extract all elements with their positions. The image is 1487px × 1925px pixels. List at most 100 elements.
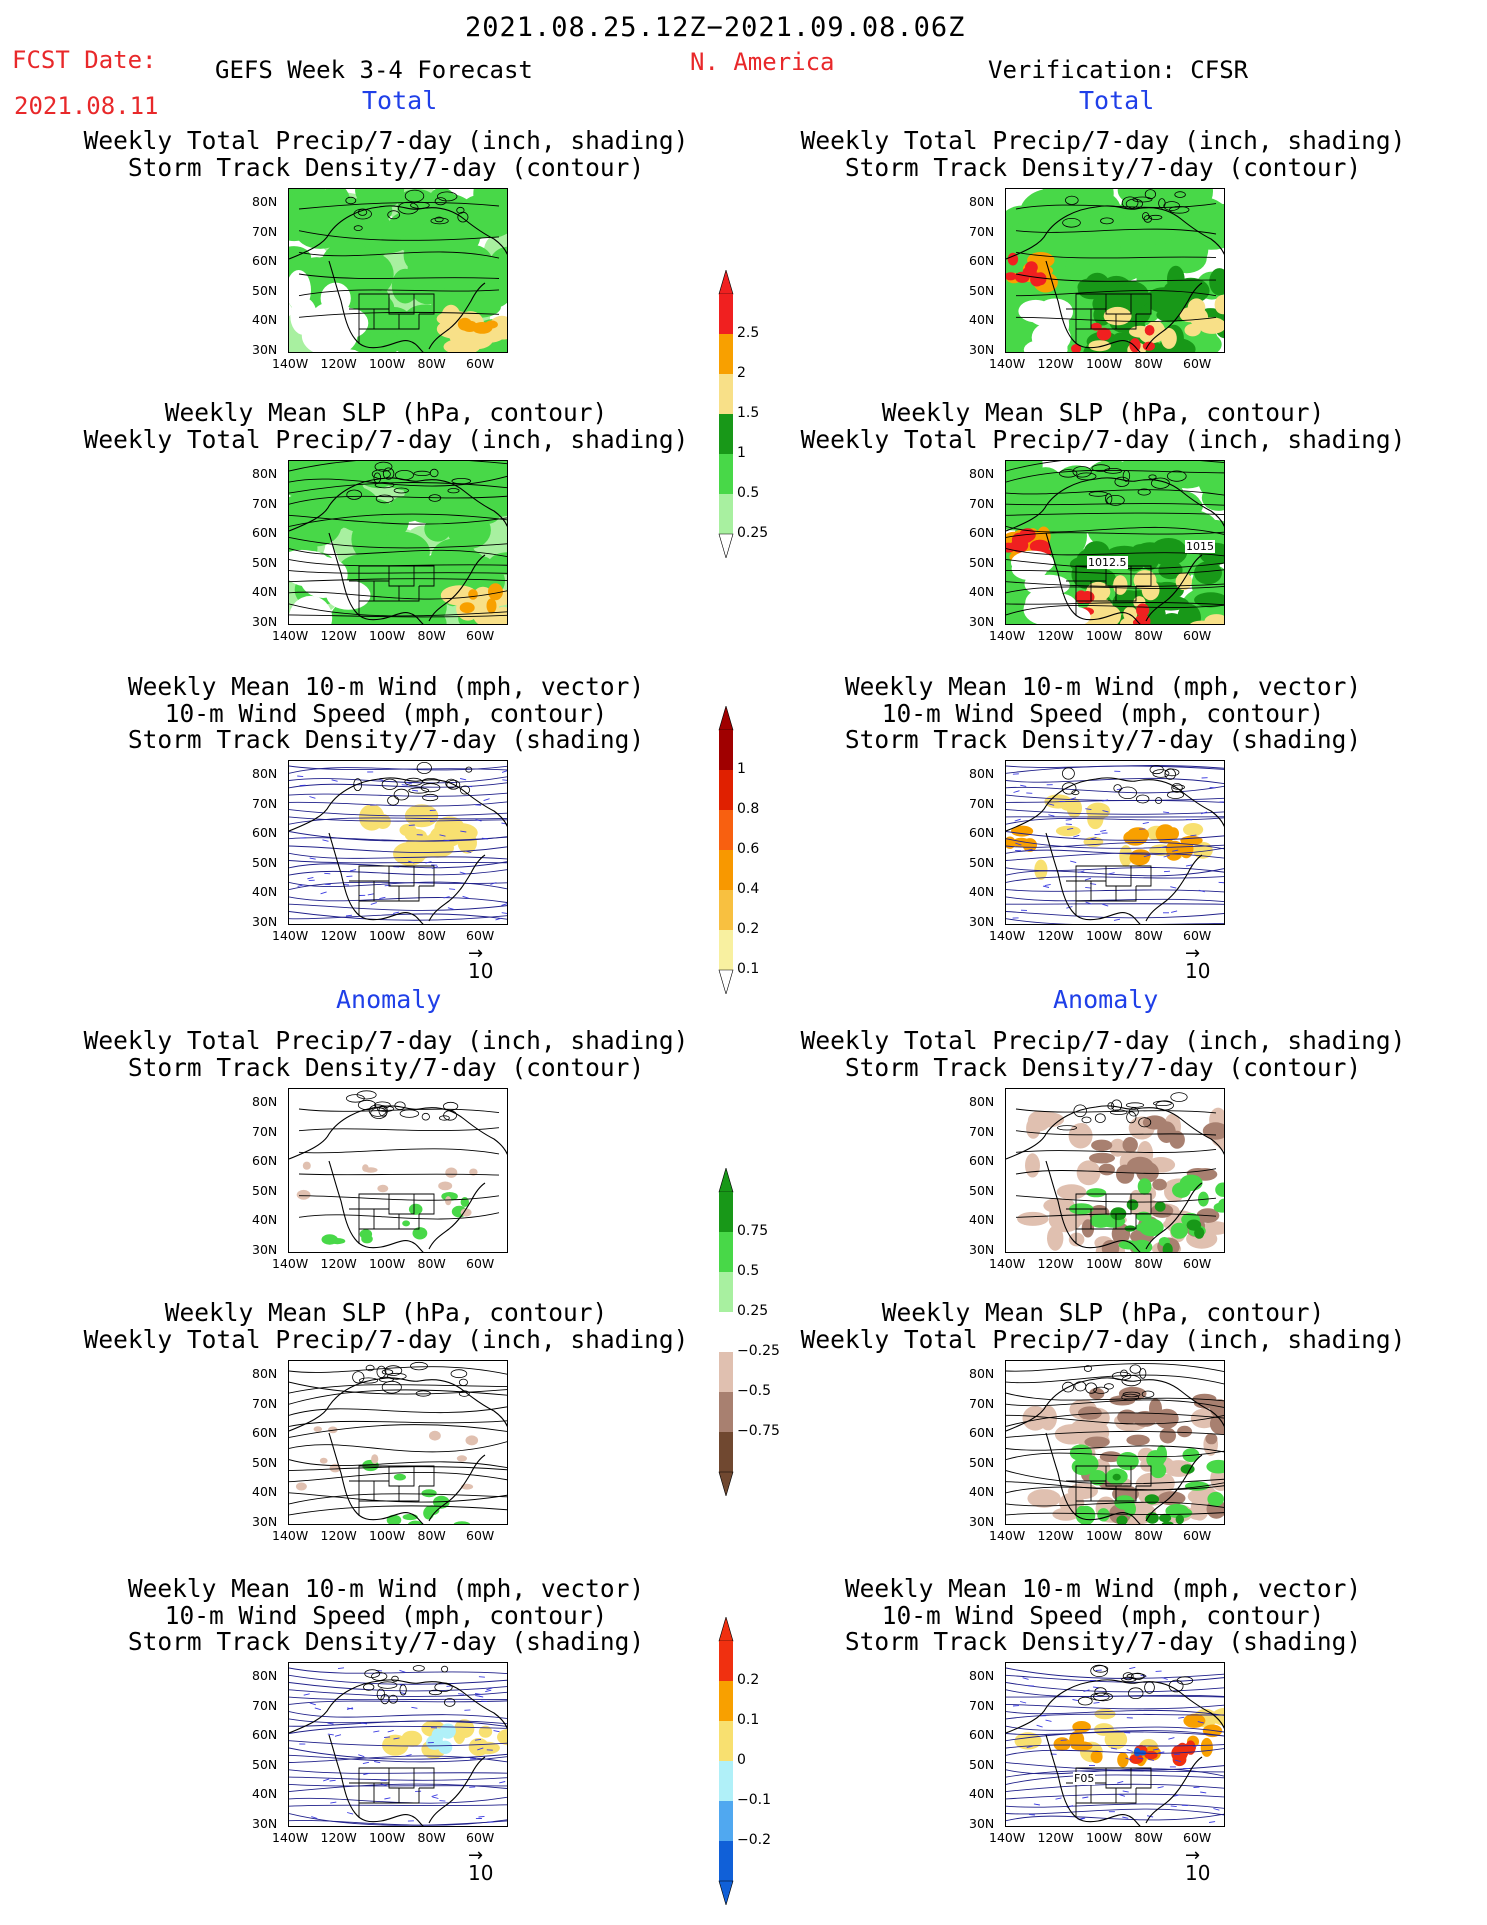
- wind-vector: [1073, 834, 1080, 838]
- wind-vector: [327, 1733, 334, 1736]
- island-outline: [415, 1390, 431, 1397]
- island-outline: [371, 469, 391, 480]
- wind-vector: [1085, 808, 1092, 811]
- map-field: [289, 1090, 507, 1252]
- wind-vector: [1200, 1791, 1207, 1794]
- island-outline: [1174, 191, 1186, 198]
- state-borders: [1066, 293, 1152, 344]
- wind-vector: [458, 1693, 465, 1695]
- shading-cell: [1114, 281, 1149, 311]
- colorbar-label: 0: [737, 1752, 746, 1768]
- colorbar-label: 1.5: [737, 405, 760, 421]
- period-title: 2021.08.25.12Z−2021.09.08.06Z: [465, 12, 966, 43]
- shading-cell: [319, 1457, 328, 1464]
- contour-label: 1012.5: [1087, 556, 1128, 569]
- lat-tick-label: 30N: [252, 341, 278, 357]
- shading-cell: [1146, 1450, 1165, 1469]
- state-borders: [349, 293, 435, 344]
- shading-cell: [1089, 1152, 1115, 1164]
- contour-line: [289, 913, 507, 920]
- contour-line: [289, 1389, 507, 1405]
- island-outline: [1126, 1673, 1146, 1679]
- island-outline: [364, 1669, 381, 1678]
- island-outline: [443, 1101, 459, 1111]
- island-outline: [1125, 1102, 1145, 1108]
- wind-vector: [431, 866, 439, 869]
- wind-vector: [490, 882, 497, 885]
- contour-line: [1006, 1363, 1224, 1373]
- shading-cell: [351, 520, 382, 559]
- lat-tick-label: 60N: [969, 253, 995, 268]
- wind-vector: [367, 893, 374, 896]
- wind-vector: [370, 902, 377, 905]
- contour-line: [1015, 316, 1217, 322]
- coastline: [1006, 777, 1224, 924]
- coastline: [1006, 205, 1224, 352]
- wind-vector: [486, 1687, 493, 1691]
- island-outline: [1135, 794, 1150, 804]
- contour-line: [1015, 1130, 1217, 1136]
- island-outline: [456, 206, 465, 214]
- lat-tick-label: 60N: [969, 1425, 995, 1440]
- state-borders: [349, 1193, 435, 1244]
- wind-vector: [408, 860, 415, 864]
- shading-cell: [1068, 1232, 1085, 1247]
- wind-vector: [1065, 823, 1072, 825]
- wind-vector: [460, 778, 467, 781]
- wind-vector: [462, 895, 469, 899]
- island-outline: [374, 461, 393, 472]
- contour-line: [289, 1740, 507, 1747]
- wind-vector: [443, 896, 450, 899]
- wind-vector: [1197, 1721, 1204, 1724]
- section-total-left: Total: [362, 86, 438, 115]
- shading-cell: [1113, 575, 1128, 595]
- colorbar-segment: [719, 1641, 733, 1681]
- contour-line: [289, 896, 507, 903]
- contour-line: [1006, 1793, 1224, 1800]
- island-outline: [1103, 1383, 1114, 1390]
- island-outline: [1166, 790, 1184, 799]
- shading-cell: [407, 1520, 423, 1524]
- lat-tick-label: 30N: [969, 1513, 995, 1529]
- shading-cell: [1159, 1513, 1172, 1523]
- lat-tick-label: 50N: [252, 1756, 278, 1772]
- colorbar-label: 0.1: [737, 961, 760, 977]
- wind-vector: [1019, 1701, 1027, 1704]
- contour-line: [289, 513, 507, 527]
- contour-line: [1015, 1108, 1217, 1114]
- island-outline: [352, 1371, 365, 1384]
- shading-cell: [401, 1730, 423, 1747]
- island-outline: [387, 795, 399, 806]
- island-outline: [451, 477, 472, 485]
- contour-line: [289, 1776, 507, 1781]
- shading-cell: [1170, 1507, 1193, 1519]
- lat-tick-label: 40N: [252, 312, 278, 327]
- shading-cell: [1152, 1178, 1167, 1191]
- lon-tick-label: 80W: [1134, 1256, 1163, 1271]
- shading-cell: [403, 470, 453, 504]
- contour-line: [1006, 1748, 1224, 1756]
- panel-title-line: Storm Track Density/7-day (contour): [844, 152, 1362, 182]
- shading-cell: [1083, 1455, 1099, 1473]
- lat-tick-label: 80N: [252, 766, 278, 781]
- island-outline: [357, 1099, 377, 1111]
- shading-cell: [1101, 1240, 1120, 1252]
- island-outline: [1111, 1371, 1132, 1381]
- colorbar-segment: [719, 294, 733, 334]
- wind-vector: [358, 1754, 365, 1758]
- shading-cell: [1218, 1198, 1224, 1212]
- contour-line: [1006, 1392, 1224, 1402]
- island-outline: [371, 1671, 388, 1681]
- colorbar-segment: [719, 1312, 733, 1352]
- island-outline: [1094, 1113, 1106, 1124]
- lat-tick-label: 30N: [969, 913, 995, 929]
- lon-tick-label: 100W: [1086, 1256, 1123, 1271]
- colorbar-label: −0.1: [737, 1792, 771, 1808]
- lon-tick-label: 100W: [369, 1830, 406, 1845]
- state-borders: [1066, 1767, 1152, 1818]
- island-outline: [428, 1689, 442, 1696]
- wind-vector: [309, 1702, 316, 1706]
- contour-line: [1006, 569, 1224, 575]
- contour-line: [289, 590, 507, 600]
- lon-tick-label: 60W: [466, 356, 495, 371]
